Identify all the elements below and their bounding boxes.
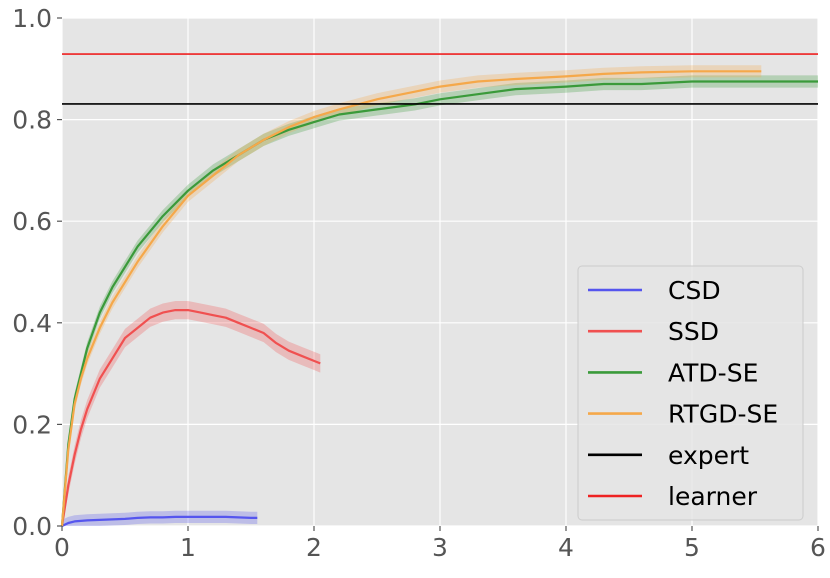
x-tick-label: 1 <box>180 533 196 562</box>
series-line-ssd <box>60 309 321 527</box>
legend-label-atd-se: ATD-SE <box>668 358 758 387</box>
y-tick-label: 0.2 <box>12 410 52 439</box>
legend-label-ssd: SSD <box>668 317 719 346</box>
y-tick-label: 0.0 <box>12 512 52 541</box>
series-line-atd-se <box>60 80 818 527</box>
x-tick-label: 5 <box>684 533 700 562</box>
legend-label-learner: learner <box>668 482 758 511</box>
y-axis-ticks: 0.0 0.2 0.4 0.6 0.8 1.0 <box>12 4 62 541</box>
legend: CSD SSD ATD-SE RTGD-SE expert learner <box>577 265 804 521</box>
legend-label-csd: CSD <box>668 276 721 305</box>
series-line-csd <box>61 515 258 527</box>
series-lines <box>60 53 818 527</box>
x-tick-label: 0 <box>54 533 70 562</box>
y-tick-label: 0.4 <box>12 309 52 338</box>
series-line-rtgd-se <box>60 70 762 527</box>
x-axis-ticks: 0 1 2 3 4 5 6 <box>54 526 826 562</box>
y-tick-label: 1.0 <box>12 4 52 33</box>
y-tick-label: 0.6 <box>12 207 52 236</box>
x-tick-label: 2 <box>306 533 322 562</box>
x-tick-label: 3 <box>432 533 448 562</box>
legend-label-expert: expert <box>668 441 749 470</box>
legend-label-rtgd-se: RTGD-SE <box>668 400 778 429</box>
legend-box <box>577 265 804 521</box>
x-tick-label: 6 <box>810 533 826 562</box>
x-tick-label: 4 <box>558 533 574 562</box>
y-tick-label: 0.8 <box>12 106 52 135</box>
